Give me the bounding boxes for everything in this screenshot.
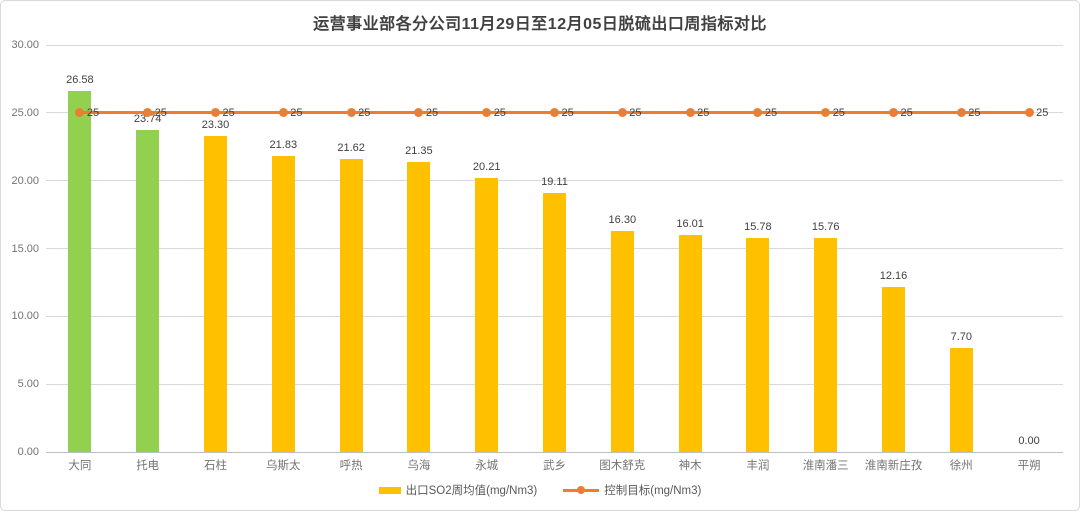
legend-item-bar-series: 出口SO2周均值(mg/Nm3)	[378, 482, 538, 498]
x-axis-category-label: 托电	[136, 460, 160, 472]
target-line-marker-icon	[889, 108, 898, 118]
gridline	[46, 180, 1063, 182]
bar-value-label: 7.70	[950, 330, 972, 343]
bar-value-label: 26.58	[66, 74, 94, 87]
bar	[949, 347, 973, 452]
target-value-label: 25	[561, 106, 574, 119]
line-series-legend-label: 控制目标(mg/Nm3)	[604, 485, 702, 497]
bar	[814, 238, 838, 452]
y-axis-tick-label: 10.00	[11, 310, 39, 323]
legend: 出口SO2周均值(mg/Nm3) 控制目标(mg/Nm3)	[1, 482, 1079, 498]
x-axis-category-label: 武乡	[542, 460, 566, 472]
target-value-label: 25	[900, 106, 913, 119]
target-line-marker-icon	[821, 108, 831, 118]
x-axis-category-label: 大同	[68, 460, 92, 472]
x-axis-category-label: 淮南新庄孜	[864, 460, 923, 472]
x-axis-category-label: 呼热	[339, 460, 363, 472]
bar-series-legend-label: 出口SO2周均值(mg/Nm3)	[405, 485, 538, 497]
target-value-label: 25	[629, 106, 642, 119]
y-axis-tick-label: 15.00	[11, 242, 39, 255]
bar	[136, 129, 160, 452]
y-axis-tick-label: 25.00	[11, 106, 39, 119]
gridline	[46, 44, 1063, 46]
bar-series-swatch-icon	[378, 486, 401, 494]
target-line-marker-icon	[1024, 108, 1034, 118]
y-axis-tick-label: 5.00	[17, 378, 39, 391]
bar-value-label: 0.00	[1018, 435, 1040, 447]
chart-title: 运营事业部各分公司11月29日至12月05日脱硫出口周指标对比	[313, 16, 767, 33]
target-line-marker-icon	[211, 108, 220, 118]
bar-value-label: 12.16	[879, 270, 908, 283]
target-line-marker-icon	[685, 108, 695, 118]
bar-value-label: 15.76	[811, 221, 840, 234]
x-axis-category-label: 丰润	[746, 460, 770, 472]
x-axis-category-label: 淮南潘三	[802, 460, 849, 472]
target-value-label: 25	[832, 106, 845, 119]
target-value-label: 25	[290, 106, 303, 119]
target-value-label: 25	[86, 106, 100, 119]
target-value-label: 25	[1036, 106, 1049, 119]
target-line-marker-icon	[617, 108, 627, 118]
target-line-marker-icon	[414, 108, 424, 118]
x-axis-category-label: 图木舒克	[599, 460, 646, 472]
target-line-marker-icon	[75, 108, 85, 118]
target-value-label: 25	[764, 106, 778, 119]
bar-value-label: 23.30	[201, 118, 230, 131]
x-axis-category-label: 乌海	[407, 460, 431, 472]
target-value-label: 25	[154, 106, 167, 119]
bar	[678, 234, 702, 452]
x-axis-category-label: 石柱	[203, 460, 227, 472]
legend-item-line-series: 控制目标(mg/Nm3)	[563, 482, 701, 498]
bar-value-label: 16.30	[608, 213, 637, 226]
target-value-label: 25	[968, 106, 981, 119]
bar-value-label: 15.78	[744, 220, 772, 233]
target-value-label: 25	[222, 106, 235, 119]
bar	[610, 230, 634, 452]
bar	[543, 192, 566, 452]
target-value-label: 25	[358, 106, 371, 119]
x-axis-line	[46, 452, 1063, 453]
bar	[407, 162, 431, 452]
target-value-label: 25	[493, 106, 506, 119]
x-axis-category-label: 神木	[678, 460, 702, 472]
bar	[746, 237, 770, 452]
bar	[271, 155, 295, 452]
bar-value-label: 21.62	[337, 141, 365, 154]
x-axis-category-label: 平朔	[1017, 460, 1041, 472]
bar-value-label: 21.35	[405, 145, 433, 158]
bar-value-label: 20.21	[472, 160, 501, 173]
target-line-marker-icon	[346, 108, 356, 118]
target-value-label: 25	[425, 106, 439, 119]
target-line-marker-icon	[753, 108, 763, 118]
target-line-marker-icon	[550, 108, 559, 118]
bar-value-label: 23.74	[133, 112, 162, 125]
target-line-marker-icon	[278, 108, 288, 118]
x-axis-category-label: 永城	[475, 460, 499, 472]
bar	[475, 177, 499, 452]
target-line-marker-icon	[143, 108, 153, 118]
bar-value-label: 19.11	[541, 175, 568, 188]
bar	[68, 91, 92, 452]
y-axis-tick-label: 0.00	[17, 446, 39, 458]
bar	[204, 135, 227, 452]
bar	[339, 158, 363, 452]
line-marker-dot-icon	[577, 486, 586, 494]
target-line-marker-icon	[482, 108, 492, 118]
line-series-swatch-icon	[563, 486, 600, 494]
bar	[882, 287, 905, 452]
bar-value-label: 21.83	[269, 138, 298, 151]
target-line-marker-icon	[956, 108, 966, 118]
bar-value-label: 16.01	[676, 217, 704, 230]
y-axis-tick-label: 30.00	[11, 39, 39, 51]
target-value-label: 25	[697, 106, 710, 119]
x-axis-category-label: 乌斯太	[266, 460, 301, 472]
x-axis-category-label: 徐州	[949, 460, 973, 472]
y-axis-tick-label: 20.00	[11, 174, 39, 187]
